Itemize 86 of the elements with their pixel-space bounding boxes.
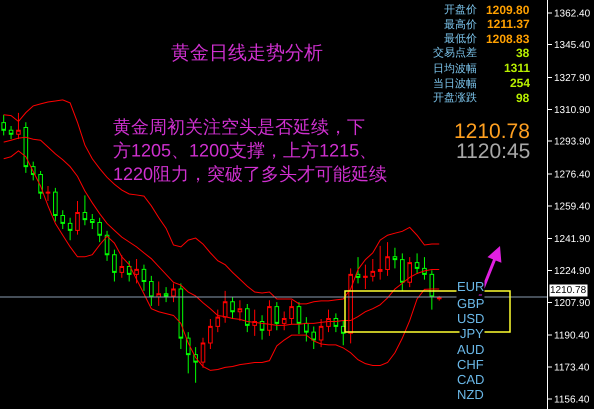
- y-tick-label: 1259.40: [554, 201, 591, 212]
- candlestick: [400, 252, 405, 292]
- annotation: 日均波幅: [433, 62, 477, 75]
- candlestick: [75, 200, 80, 236]
- text: 1211.37: [487, 17, 530, 31]
- candlestick: [112, 249, 117, 282]
- y-tick-label: 1207.90: [554, 298, 591, 309]
- candlestick: [304, 316, 309, 342]
- text: CHF: [457, 357, 484, 372]
- candlestick: [296, 302, 302, 335]
- y-tick-label: 1190.40: [554, 330, 590, 342]
- text: 黄金日线走势分析: [171, 43, 323, 64]
- y-tick-label: 1241.90: [554, 234, 591, 246]
- text: EUR: [457, 279, 484, 294]
- candlestick: [134, 258, 139, 284]
- candlestick: [392, 247, 398, 269]
- candlestick: [200, 337, 206, 368]
- candlestick: [82, 194, 88, 226]
- text: JPY: [460, 326, 484, 341]
- candlestick: [244, 304, 250, 333]
- candlestick: [68, 217, 72, 241]
- text: 254: [510, 76, 530, 90]
- candlestick: [208, 318, 213, 350]
- y-tick-label: 1345.40: [554, 40, 591, 52]
- y-tick-label: 1156.40: [554, 394, 590, 406]
- candlestick: [222, 290, 228, 324]
- candlestick: [156, 281, 162, 306]
- text: CAD: [457, 372, 484, 387]
- text: 1120:45: [456, 140, 530, 163]
- text: 1209.80: [486, 3, 530, 17]
- text: 1311: [504, 61, 530, 75]
- y-tick-label: 1224.90: [554, 266, 591, 277]
- text: USD: [457, 311, 484, 326]
- candlestick: [142, 264, 146, 292]
- ref-line-label: 1210.78: [550, 285, 587, 296]
- text: 38: [516, 46, 530, 60]
- candlestick: [186, 332, 191, 374]
- candlestick: [53, 187, 58, 222]
- text: 最高价: [444, 18, 477, 31]
- candlestick: [340, 320, 346, 346]
- text: 98: [516, 91, 530, 105]
- candlestick: [171, 282, 176, 303]
- candlestick: [274, 302, 280, 331]
- text: NZD: [457, 387, 484, 402]
- candlestick: [407, 256, 412, 288]
- text: 1210.78: [454, 120, 530, 143]
- candlestick: [126, 260, 132, 282]
- candlestick: [230, 296, 235, 320]
- candlestick: [414, 252, 420, 275]
- y-tick-label: 1173.40: [554, 362, 590, 374]
- candlestick: [260, 314, 264, 340]
- candlestick: [90, 214, 95, 230]
- y-tick-label: 1293.90: [554, 136, 591, 148]
- candlestick: [378, 245, 382, 280]
- text: GBP: [457, 296, 484, 311]
- candlestick: [104, 230, 110, 262]
- y-tick-label: 1327.90: [554, 72, 591, 84]
- y-tick-label: 1310.90: [554, 104, 591, 116]
- candlestick: [8, 125, 14, 140]
- text: 最低价: [444, 33, 477, 45]
- candlestick: [311, 326, 316, 350]
- text: 开盘价: [444, 4, 477, 16]
- text: 1208.83: [486, 32, 530, 46]
- candlestick: [60, 210, 66, 230]
- annotation: 黄金周初关注空头是否延续，下方1205、1200支撑，上方1215、1220阻力，突破了多头才可能延续: [113, 117, 388, 184]
- y-tick-label: 1362.40: [554, 8, 591, 20]
- candlestick: [238, 300, 242, 322]
- candlestick: [430, 270, 434, 310]
- candlestick: [385, 242, 390, 276]
- candlestick: [24, 122, 28, 174]
- annotation: 交易点差: [433, 46, 477, 59]
- candlestick: [363, 264, 368, 290]
- candlestick: [334, 312, 338, 333]
- candlestick: [119, 254, 124, 278]
- candlestick: [149, 275, 154, 306]
- candlestick: [178, 282, 184, 350]
- annotation: 当日波幅: [433, 77, 477, 90]
- candlestick: [46, 185, 50, 202]
- candlestick: [422, 256, 427, 280]
- candlestick: [356, 256, 360, 284]
- y-tick-label: 1276.40: [554, 169, 591, 180]
- text: AUD: [457, 342, 484, 357]
- candlestick: [97, 217, 102, 243]
- annotation: 开盘涨跌: [433, 92, 477, 104]
- candlestick: [164, 286, 168, 303]
- candlestick: [370, 258, 376, 282]
